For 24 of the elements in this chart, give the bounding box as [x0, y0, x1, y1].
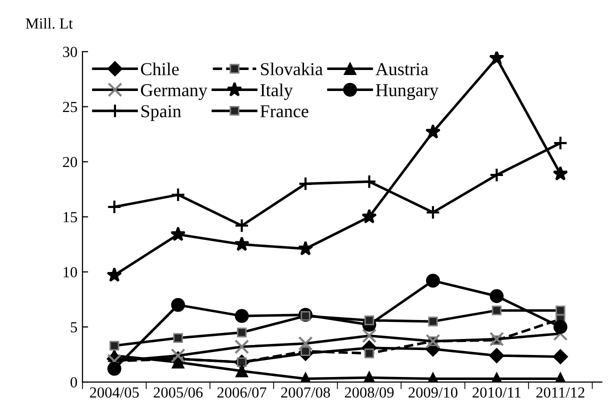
y-tick-label: 5: [70, 322, 78, 332]
y-tick-label: 25: [63, 102, 78, 112]
legend-label: Austria: [376, 63, 428, 76]
y-tick-label: 10: [64, 267, 78, 278]
y-tick-label: 20: [63, 156, 78, 168]
y-tick-label: 0: [70, 377, 78, 388]
y-axis-title: Mill. Lt: [26, 18, 73, 29]
x-tick-label: 2007/08: [281, 387, 330, 398]
legend-label: Germany: [141, 84, 208, 100]
legend-label: Italy: [260, 84, 293, 100]
y-tick-label: 30: [63, 46, 78, 58]
legend-label: France: [260, 105, 308, 118]
x-tick-label: 2005/06: [154, 387, 203, 398]
legend-label: Spain: [141, 105, 182, 121]
x-tick-label: 2004/05: [90, 387, 139, 398]
y-tick-label: 15: [64, 212, 78, 222]
x-tick-label: 2010/11: [472, 387, 521, 398]
x-tick-label: 2008/09: [344, 387, 394, 398]
legend-label: Slovakia: [261, 62, 323, 76]
legend-label: Hungary: [376, 84, 438, 100]
x-tick-label: 2009/10: [408, 387, 458, 398]
x-tick-label: 2011/12: [536, 387, 584, 398]
legend-label: Chile: [141, 62, 179, 76]
x-tick-label: 2006/07: [217, 387, 266, 398]
